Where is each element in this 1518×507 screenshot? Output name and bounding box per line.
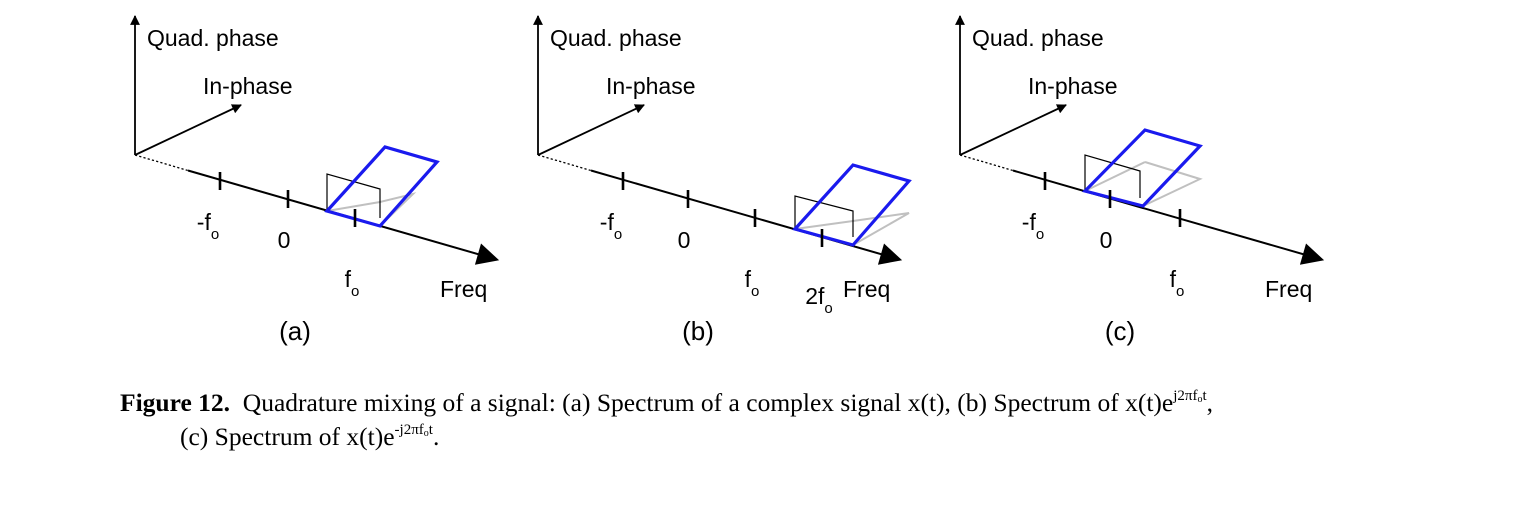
freq-axis-dashed [537, 154, 592, 172]
spectrum-shadow [1142, 161, 1203, 207]
caption-comma: , [1206, 388, 1214, 417]
tick-label: 0 [678, 227, 691, 253]
tick-label: 2fo [805, 283, 833, 317]
panel-a: -fo 0 fo Quad. phase In-phase Freq (a) [130, 15, 500, 346]
spectrum-complex [324, 145, 440, 228]
spectrum-complex [1081, 128, 1203, 208]
freq-axis-dashed [959, 154, 1014, 172]
tick-label: -fo [1022, 209, 1044, 243]
spectrum-complex [792, 163, 912, 247]
caption-exponent-2: -j2πfot [394, 422, 433, 439]
caption-exponent-1: j2πfot [1173, 388, 1207, 405]
spectrum-shadow-edge [1084, 161, 1146, 192]
figure-diagram: -fo 0 fo Quad. phase In-phase Freq (a) -fo 0 fo 2f… [130, 15, 1325, 346]
tick-label: -fo [600, 209, 622, 243]
in-phase-label: In-phase [606, 73, 696, 99]
in-phase-label: In-phase [203, 73, 293, 99]
caption-period: . [432, 422, 440, 451]
caption-label: Figure 12. [120, 388, 231, 417]
in-phase-label: In-phase [1028, 73, 1118, 99]
spectrum-shadow-edge [326, 201, 381, 212]
tick-label: fo [1170, 266, 1185, 300]
freq-label: Freq [843, 276, 890, 302]
quad-phase-label: Quad. phase [147, 25, 279, 51]
panel-b: -fo 0 fo 2fo Quad. phase In-phase Freq (b) [533, 15, 912, 346]
panel-c: -fo 0 fo Quad. phase In-phase Freq (c) [955, 15, 1325, 346]
spectrum-real-part [794, 195, 854, 237]
in-phase-axis [537, 104, 645, 156]
in-phase-axis [134, 104, 242, 156]
freq-label: Freq [1265, 276, 1312, 302]
spectrum-shadow [852, 212, 910, 246]
freq-axis-dashed [134, 154, 189, 172]
quad-phase-label: Quad. phase [550, 25, 682, 51]
panel-label: (b) [682, 316, 714, 346]
tick-label: 0 [1100, 227, 1113, 253]
caption-text-2: (c) Spectrum of x(t)e [180, 422, 395, 451]
tick-label: fo [745, 266, 760, 300]
figure-caption: Figure 12. Quadrature mixing of a signal… [120, 386, 1510, 454]
spectrum-shadow-edge [794, 220, 854, 230]
tick-label: 0 [278, 227, 291, 253]
tick-label: fo [345, 266, 360, 300]
tick-label: -fo [197, 209, 219, 243]
freq-label: Freq [440, 276, 487, 302]
panel-label: (a) [279, 316, 311, 346]
quad-phase-label: Quad. phase [972, 25, 1104, 51]
freq-axis [1012, 169, 1325, 265]
in-phase-axis [959, 104, 1067, 156]
panel-label: (c) [1105, 316, 1135, 346]
caption-text-1: Quadrature mixing of a signal: (a) Spect… [242, 388, 1174, 417]
